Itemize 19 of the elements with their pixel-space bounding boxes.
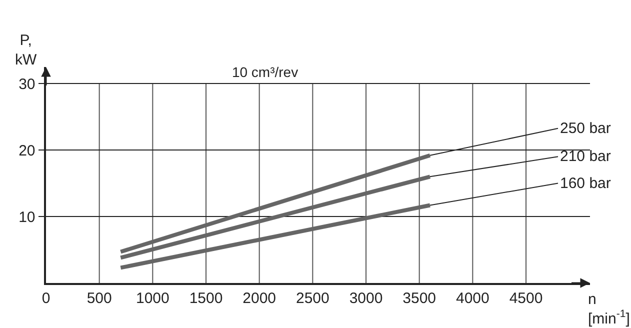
x-tick-label: 500 <box>86 290 112 307</box>
x-tick-label: 1500 <box>189 290 223 307</box>
y-axis-title: P, kW <box>15 32 38 68</box>
x-tick-label: 2000 <box>242 290 276 307</box>
x-tick-label: 3500 <box>402 290 436 307</box>
x-tick-label: 3000 <box>349 290 383 307</box>
x-tick-label: 2500 <box>296 290 330 307</box>
y-tick-label: 30 <box>18 76 36 93</box>
text: 210 bar <box>560 148 611 165</box>
text: 160 bar <box>560 175 611 192</box>
chart-title: 10 cm³/rev <box>232 64 298 80</box>
text: 250 bar <box>560 120 611 137</box>
x-axis-title: n [min$^{-1}$] <box>588 291 630 328</box>
x-tick-label: 0 <box>42 290 50 307</box>
x-tick-label: 4000 <box>456 290 490 307</box>
y-tick-label: 10 <box>18 208 36 226</box>
x-tick-label: 1000 <box>136 290 170 307</box>
y-tick-label: 20 <box>18 142 36 160</box>
x-tick-label: 4500 <box>509 290 543 307</box>
